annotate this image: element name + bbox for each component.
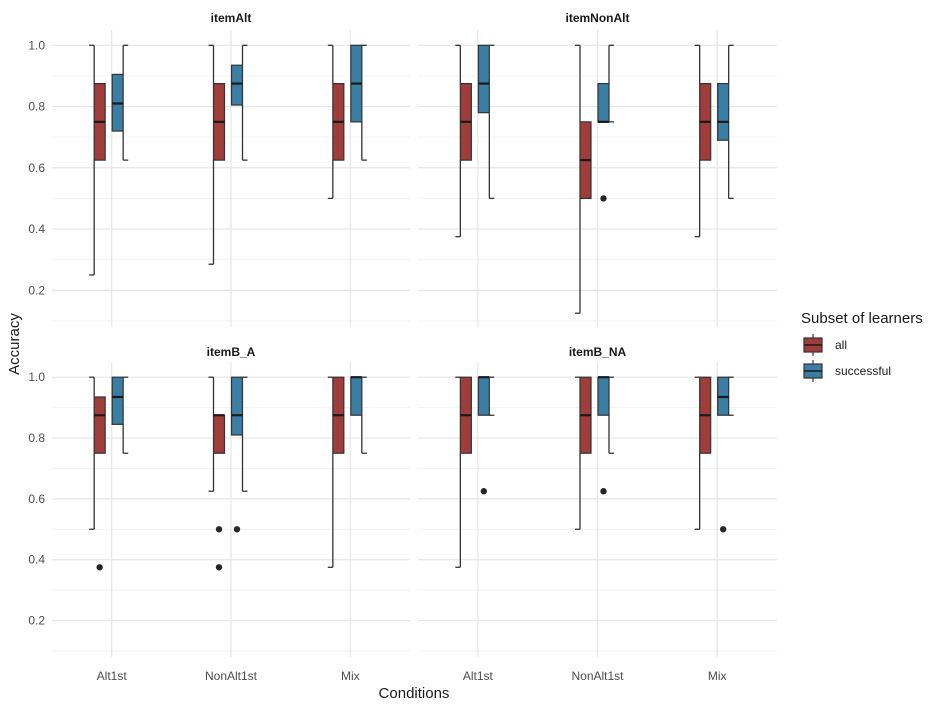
outlier-point	[215, 526, 223, 533]
box-all	[575, 44, 592, 314]
box-all	[327, 44, 345, 200]
y-tick-label: 1.0	[28, 38, 45, 52]
box-body	[350, 376, 363, 416]
y-tick-label: 0.4	[28, 222, 45, 236]
y-tick-label: 1.0	[28, 370, 45, 384]
outlier-point	[600, 195, 607, 202]
box-successful	[477, 44, 495, 200]
panel-title: itemNonAlt	[566, 11, 630, 25]
x-tick-label: NonAlt1st	[205, 669, 258, 683]
box-all	[208, 376, 226, 571]
legend-item-all: all	[803, 334, 847, 356]
y-tick-label: 0.6	[28, 492, 45, 506]
x-tick-label: NonAlt1st	[571, 669, 624, 683]
x-tick-label: Alt1st	[463, 669, 494, 683]
facet-panels: itemAlt 0.2 0.4 0.6 0.8 1.0 itemNonAlt itemB_A 0…	[28, 11, 777, 683]
box-body	[111, 376, 124, 425]
box-all	[89, 376, 106, 571]
box-successful	[111, 376, 129, 454]
outlier-point	[480, 488, 488, 495]
y-tick-label: 0.8	[28, 100, 45, 114]
y-tick-label: 0.8	[28, 431, 45, 445]
box-all	[89, 44, 106, 276]
outlier-point	[215, 564, 223, 571]
box-successful	[350, 376, 367, 454]
box-successful	[230, 44, 248, 161]
x-tick-label: Alt1st	[97, 669, 128, 683]
box-all	[694, 44, 712, 238]
x-tick-label: Mix	[708, 669, 727, 683]
x-tick-label: Mix	[341, 669, 360, 683]
box-successful	[230, 376, 248, 533]
box-successful	[717, 44, 734, 200]
x-axis-title: Conditions	[379, 685, 450, 702]
box-body	[717, 82, 730, 141]
box-body	[597, 82, 610, 123]
outlier-point	[96, 564, 103, 571]
panel-title: itemAlt	[211, 11, 252, 25]
box-body	[93, 396, 106, 454]
box-successful	[350, 44, 367, 161]
box-body	[597, 376, 610, 416]
box-successful	[717, 376, 734, 533]
legend-label: successful	[835, 364, 891, 378]
box-body	[477, 376, 490, 416]
box-body	[212, 414, 226, 454]
outlier-point	[600, 488, 607, 495]
box-body	[230, 64, 244, 106]
y-tick-label: 0.6	[28, 161, 45, 175]
box-successful	[597, 44, 614, 202]
box-all	[208, 44, 226, 265]
box-successful	[111, 44, 129, 161]
legend-title: Subset of learners	[801, 310, 923, 327]
box-all	[327, 376, 345, 568]
box-all	[575, 376, 592, 530]
legend-label: all	[835, 338, 847, 352]
y-tick-label: 0.2	[28, 614, 45, 628]
box-all	[694, 376, 712, 530]
panel-title: itemB_A	[207, 345, 256, 359]
y-axis-title: Accuracy	[6, 313, 23, 375]
box-body	[230, 376, 244, 436]
legend: Subset of learners all successful	[801, 310, 923, 382]
box-body	[477, 44, 490, 114]
y-tick-label: 0.4	[28, 553, 45, 567]
box-all	[455, 376, 472, 568]
panel-title: itemB_NA	[569, 345, 627, 359]
outlier-point	[719, 526, 727, 533]
box-successful	[477, 376, 495, 495]
outlier-point	[233, 526, 241, 533]
box-successful	[597, 376, 614, 495]
y-tick-label: 0.2	[28, 283, 45, 297]
box-all	[455, 44, 472, 238]
legend-item-successful: successful	[803, 360, 891, 382]
